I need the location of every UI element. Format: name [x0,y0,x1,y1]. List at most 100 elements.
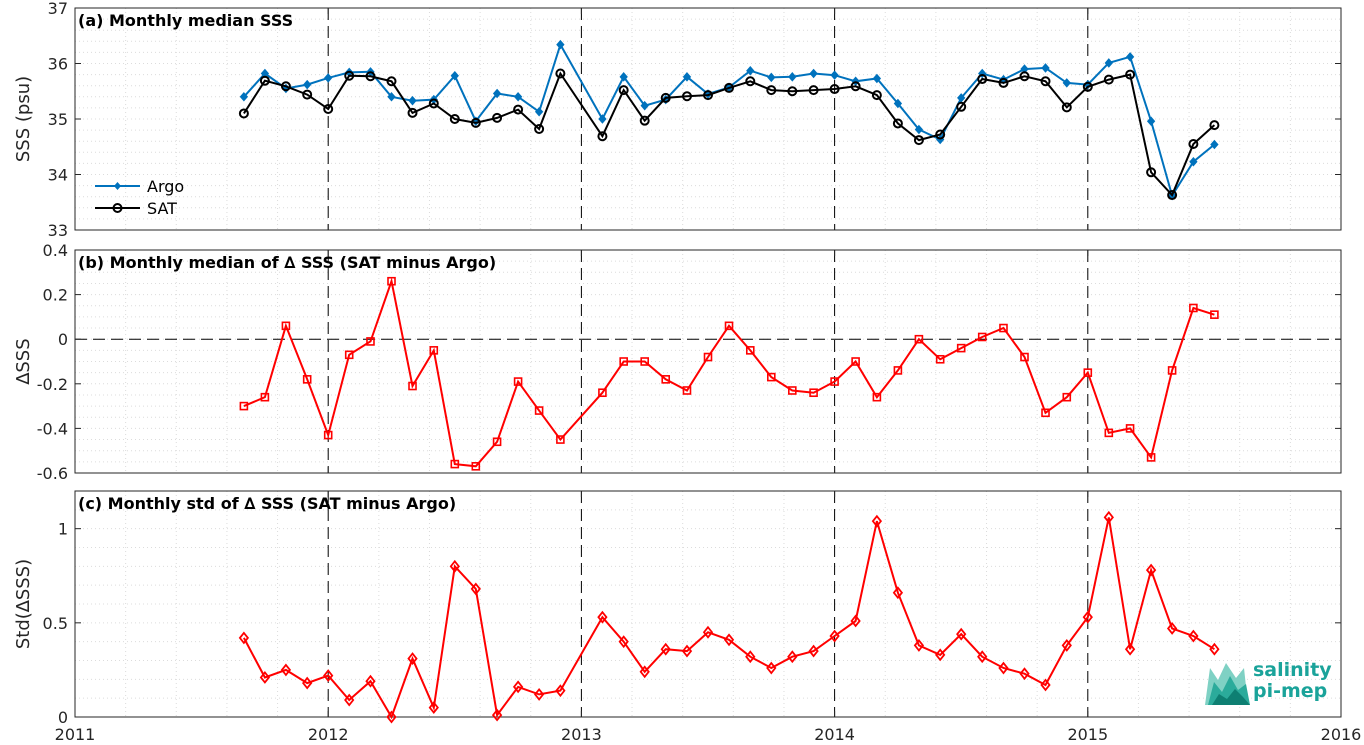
data-point [344,350,354,360]
data-point [534,406,544,415]
wave-logo-icon [1205,663,1250,705]
x-tick-label: 2012 [308,725,349,744]
data-point [1125,424,1135,433]
series-line [243,517,1215,720]
data-point [703,90,713,101]
data-point [470,582,481,596]
data-point [935,354,945,364]
data-point [1209,120,1220,131]
data-point [1146,453,1156,462]
data-point [745,76,756,87]
data-point [344,70,355,81]
panel-a: 33 34 35 36 37 SSS (psu) (a) Monthly median SS… [13,0,1342,240]
data-point [914,334,924,344]
data-point [366,337,375,346]
data-point [745,650,756,664]
data-point [661,375,671,384]
data-point [429,346,439,355]
data-point [407,652,418,666]
y-axis-label: Std(∆SSS) [13,559,34,649]
data-point [260,392,270,402]
data-point [682,72,692,82]
data-point [640,357,650,366]
data-point [724,82,735,93]
data-point [387,92,396,102]
data-point [829,629,840,643]
data-point [534,123,545,134]
data-point [344,693,355,707]
data-point [534,107,544,117]
axes-box [74,249,1342,474]
data-point [428,701,439,715]
data-point [1189,156,1198,167]
data-point [619,357,628,366]
y-tick-label: 34 [48,166,68,185]
data-point [681,91,692,102]
data-point [281,321,291,331]
data-point [977,332,987,342]
data-point [702,625,714,639]
legend-marker [112,203,123,213]
data-point [766,661,777,675]
data-point [323,669,334,683]
data-point [1146,116,1156,126]
data-point [1124,642,1136,656]
y-tick-label: 0 [58,330,68,349]
data-point [1083,368,1093,377]
data-point [766,372,776,382]
data-point [512,680,524,694]
data-point [723,633,735,647]
data-point [324,73,333,83]
data-point [1166,622,1178,635]
data-point [682,386,692,395]
data-point [280,663,292,677]
data-point [618,85,629,96]
data-point [407,107,418,118]
data-point [619,72,628,82]
data-point [788,386,797,395]
data-point [533,687,545,701]
data-point [1209,642,1220,656]
legend: Argo SAT [95,177,184,218]
data-point [681,644,693,658]
data-point [788,72,797,82]
data-point [450,70,459,81]
data-point [1019,667,1030,681]
axes-box [74,490,1342,718]
data-point [1104,58,1113,68]
data-point [303,79,312,90]
data-point [555,68,566,79]
data-point [935,129,946,140]
data-point [850,614,861,628]
data-point [809,68,818,79]
data-point [913,638,925,652]
y-tick-label: 1 [58,520,68,539]
data-point [998,661,1009,675]
panel-b: -0.6 -0.4 -0.2 0 0.2 0.4 ∆SSS (b) Monthly media… [13,241,1342,483]
data-point [492,112,503,123]
data-point [1210,310,1219,319]
data-point [660,642,671,656]
data-point [1188,138,1199,149]
y-tick-label: 35 [48,110,68,129]
data-point [1210,139,1219,150]
data-point [1062,78,1071,88]
data-point [830,377,839,386]
data-point [872,392,882,402]
data-point [1188,629,1199,643]
data-point [556,435,565,444]
data-point [555,684,566,698]
y-tick-label: 33 [48,221,68,240]
series-line [243,277,1215,468]
data-point [1146,167,1157,178]
legend-label: SAT [147,199,177,218]
data-point [639,115,650,126]
data-point [259,75,270,86]
data-point [809,388,818,398]
y-tick-label: 36 [48,55,68,74]
data-point [386,710,397,724]
data-point [1041,63,1050,73]
x-tick-label: 2014 [814,725,855,744]
y-tick-label: 0.5 [43,614,68,633]
data-point [598,114,607,124]
